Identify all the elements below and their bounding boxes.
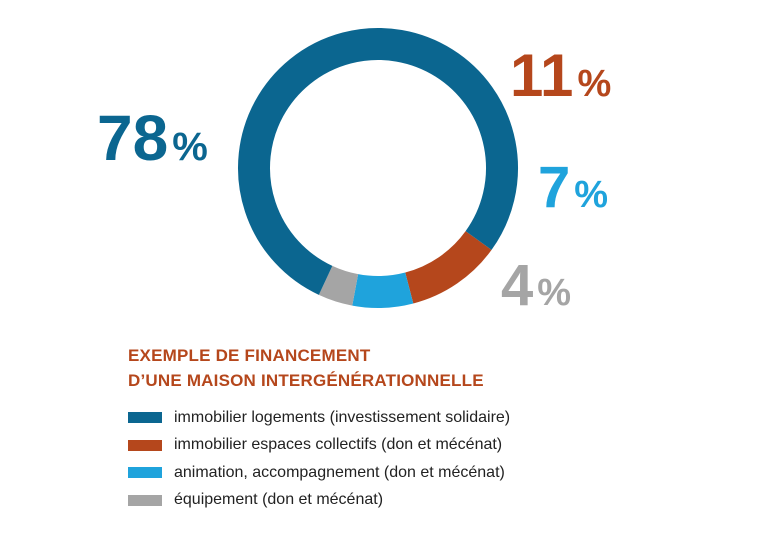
pct-label-animation: 7% <box>538 155 608 220</box>
legend-item-immobilier-logements: immobilier logements (investissement sol… <box>128 404 510 432</box>
pct-label-unit-animation: % <box>574 174 608 216</box>
pct-label-number-animation: 7 <box>538 155 570 220</box>
donut-slices <box>238 28 518 308</box>
donut-slice-animation <box>352 272 414 308</box>
donut-slice-equipement <box>318 265 359 306</box>
legend: immobilier logements (investissement sol… <box>128 404 510 514</box>
legend-swatch-animation <box>128 467 162 479</box>
chart-title-line-2: D’UNE MAISON INTERGÉNÉRATIONNELLE <box>128 371 484 390</box>
legend-label-equipement: équipement (don et mécénat) <box>174 491 384 509</box>
pct-label-immobilier-logements: 78% <box>97 102 208 174</box>
percentage-labels: 78 %11 %7 %4% <box>97 42 611 318</box>
legend-swatch-equipement <box>128 494 162 506</box>
chart-title: EXEMPLE DE FINANCEMENT D’UNE MAISON INTE… <box>128 343 484 393</box>
legend-item-equipement: équipement (don et mécénat) <box>128 487 510 515</box>
donut-slice-espaces-collectifs <box>404 230 492 304</box>
pct-label-unit-immobilier-logements: % <box>172 125 208 169</box>
donut-slice-immobilier-logements <box>238 28 518 295</box>
legend-swatch-immobilier-logements <box>128 412 162 424</box>
pct-label-number-equipement: 4 <box>501 253 533 318</box>
pct-label-unit-espaces-collectifs: % <box>577 63 611 105</box>
legend-label-animation: animation, accompagnement (don et mécéna… <box>174 463 505 481</box>
pct-label-espaces-collectifs: 11% <box>510 42 611 109</box>
legend-label-immobilier-logements: immobilier logements (investissement sol… <box>174 408 511 426</box>
pct-label-number-immobilier-logements: 78 <box>97 102 168 174</box>
pct-label-unit-equipement: % <box>537 272 571 314</box>
legend-item-animation: animation, accompagnement (don et mécéna… <box>128 459 510 487</box>
legend-label-espaces-collectifs: immobilier espaces collectifs (don et mé… <box>174 436 503 454</box>
chart-title-line-1: EXEMPLE DE FINANCEMENT <box>128 346 371 365</box>
legend-swatch-espaces-collectifs <box>128 439 162 451</box>
pct-label-equipement: 4% <box>501 253 571 318</box>
legend-item-espaces-collectifs: immobilier espaces collectifs (don et mé… <box>128 432 510 460</box>
pct-label-number-espaces-collectifs: 11 <box>510 42 573 109</box>
